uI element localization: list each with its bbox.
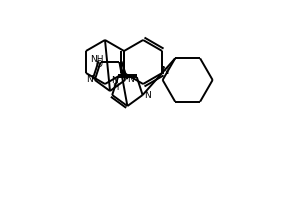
Text: N: N xyxy=(144,90,151,99)
Text: N: N xyxy=(86,75,93,84)
Text: N: N xyxy=(163,66,170,76)
Text: N: N xyxy=(127,75,134,84)
Text: H: H xyxy=(112,83,118,92)
Text: NH: NH xyxy=(90,55,104,64)
Text: O: O xyxy=(95,60,102,69)
Text: N: N xyxy=(112,76,118,85)
